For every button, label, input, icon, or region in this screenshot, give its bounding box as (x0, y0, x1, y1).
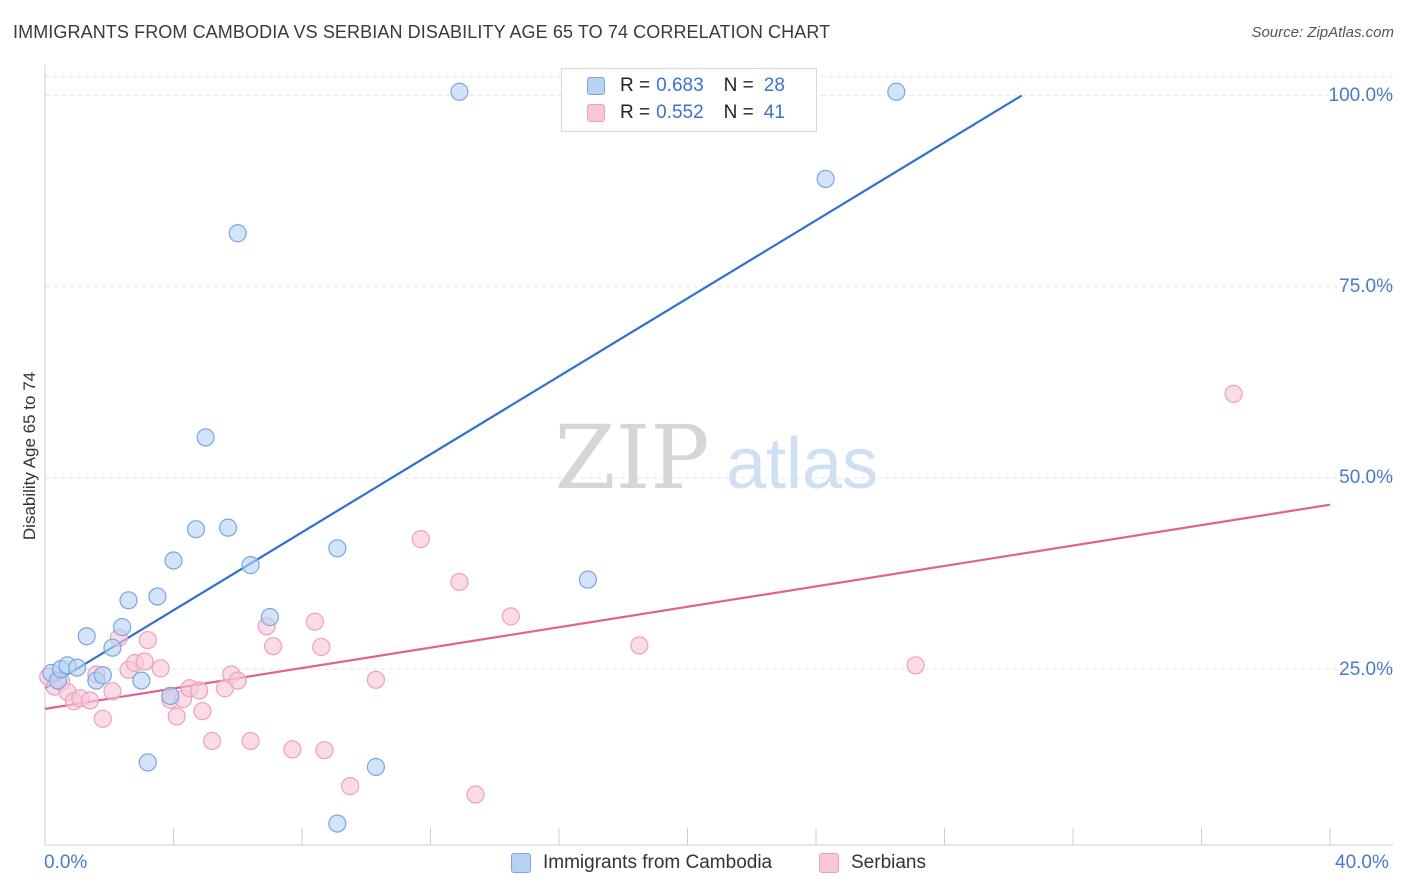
cambodia-point (103, 638, 122, 657)
serbians-point (93, 709, 112, 728)
watermark-atlas: atlas (726, 424, 878, 504)
x-tick-max: 40.0% (1335, 852, 1389, 873)
serbians-point (366, 670, 385, 689)
serbians-point (80, 691, 100, 710)
serbians-point (341, 777, 360, 796)
serbians-point (283, 740, 302, 759)
cambodia-point (241, 556, 260, 575)
cambodia-n-label: N = (723, 75, 754, 96)
serbians-r-label: R = (620, 102, 651, 123)
cambodia-point (161, 686, 180, 705)
serbians-point (1224, 384, 1243, 403)
cambodia-point (219, 518, 238, 537)
cambodia-point (186, 520, 206, 539)
correlation-legend: R = 0.683 N = 28 R = 0.552 N = 41 (561, 68, 817, 132)
cambodia-r-label: R = (620, 75, 651, 96)
serbians-point (450, 572, 469, 592)
cambodia-point (328, 539, 347, 558)
serbians-point (305, 612, 324, 631)
cambodia-point (112, 617, 132, 637)
y-tick-25: 25.0% (1339, 659, 1393, 680)
serbians-point (263, 637, 283, 656)
x-tick-min: 0.0% (44, 852, 88, 873)
serbians-point (312, 637, 331, 657)
cambodia-point (138, 753, 157, 772)
serbians-point (135, 652, 154, 671)
cambodia-point (260, 608, 279, 627)
cambodia-r-value: 0.683 (656, 75, 704, 96)
chart-title: IMMIGRANTS FROM CAMBODIA VS SERBIAN DISA… (13, 22, 831, 42)
serbians-point (228, 671, 247, 690)
bottom-legend-serbians: Serbians (819, 852, 926, 874)
serbians-n-label: N = (723, 102, 754, 123)
serbians-point (202, 731, 222, 751)
cambodia-point (148, 587, 167, 606)
cambodia-point (887, 82, 906, 101)
cambodia-n-value: 28 (763, 75, 785, 96)
cambodia-point (68, 658, 87, 677)
serbians-point (167, 707, 186, 726)
serbians-point (501, 607, 520, 626)
cambodia-point (366, 757, 385, 777)
serbians-point (241, 731, 260, 751)
cambodia-point (93, 666, 112, 685)
cambodia-point (328, 814, 347, 833)
legend-row-cambodia: R = 0.683 N = 28 (587, 73, 785, 99)
serbians-point (906, 656, 925, 675)
serbians-point (466, 785, 485, 804)
bottom-cambodia-swatch (511, 853, 531, 873)
cambodia-point (77, 627, 96, 646)
serbians-point (151, 659, 170, 678)
legend-row-serbians: R = 0.552 N = 41 (587, 100, 785, 126)
cambodia-point (164, 551, 183, 570)
serbians-point (103, 682, 122, 701)
serbians-r-value: 0.552 (656, 102, 704, 123)
cambodia-point (228, 224, 247, 243)
y-tick-75: 75.0% (1339, 276, 1393, 297)
cambodia-point (578, 570, 598, 589)
cambodia-point (450, 82, 469, 101)
bottom-serbians-label: Serbians (851, 852, 926, 873)
serbians-point (190, 681, 209, 700)
serbians-point (315, 741, 334, 760)
serbians-point (411, 530, 430, 549)
bottom-serbians-swatch (819, 853, 839, 873)
serbians-swatch (587, 104, 605, 122)
serbians-point (630, 636, 649, 655)
bottom-cambodia-label: Immigrants from Cambodia (543, 852, 773, 873)
watermark-zip: ZIP (554, 406, 709, 509)
serbians-point (193, 702, 212, 721)
cambodia-point (132, 671, 151, 690)
y-tick-100: 100.0% (1328, 85, 1393, 106)
bottom-legend-cambodia: Immigrants from Cambodia (511, 852, 772, 874)
cambodia-point (119, 591, 138, 610)
cambodia-point (196, 428, 215, 447)
cambodia-trend-line (44, 94, 1023, 690)
serbians-trend-line (44, 503, 1331, 710)
cambodia-point (816, 169, 835, 189)
cambodia-swatch (587, 77, 605, 95)
source-credit: Source: ZipAtlas.com (1251, 24, 1394, 41)
serbians-point (138, 630, 157, 650)
y-tick-50: 50.0% (1339, 467, 1393, 488)
serbians-n-value: 41 (763, 102, 785, 123)
